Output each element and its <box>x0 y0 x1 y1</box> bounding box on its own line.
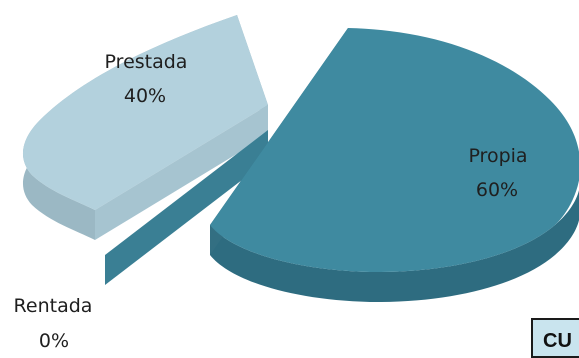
pie-slice-prestada-top <box>22 15 268 210</box>
pie-slice-propia <box>210 28 579 303</box>
pie-label-prestada-name: Prestada <box>105 51 188 73</box>
pie-slice-rentada <box>105 130 268 285</box>
pie-label-propia-value: 60% <box>476 179 518 201</box>
pie-label-rentada-name: Rentada <box>14 295 93 317</box>
pie-slice-prestada-right-wall <box>95 105 268 240</box>
pie-slice-prestada <box>22 15 268 240</box>
pie-label-prestada-value: 40% <box>124 85 166 107</box>
pie-label-propia-name: Propia <box>468 145 527 167</box>
pie-slice-propia-top <box>210 28 579 273</box>
corner-label-box: CU <box>531 318 579 358</box>
pie-slice-rentada-face <box>105 130 268 285</box>
corner-label-text: CU <box>543 330 572 352</box>
pie-label-rentada-value: 0% <box>39 330 69 351</box>
pie-slice-propia-side <box>210 189 579 303</box>
